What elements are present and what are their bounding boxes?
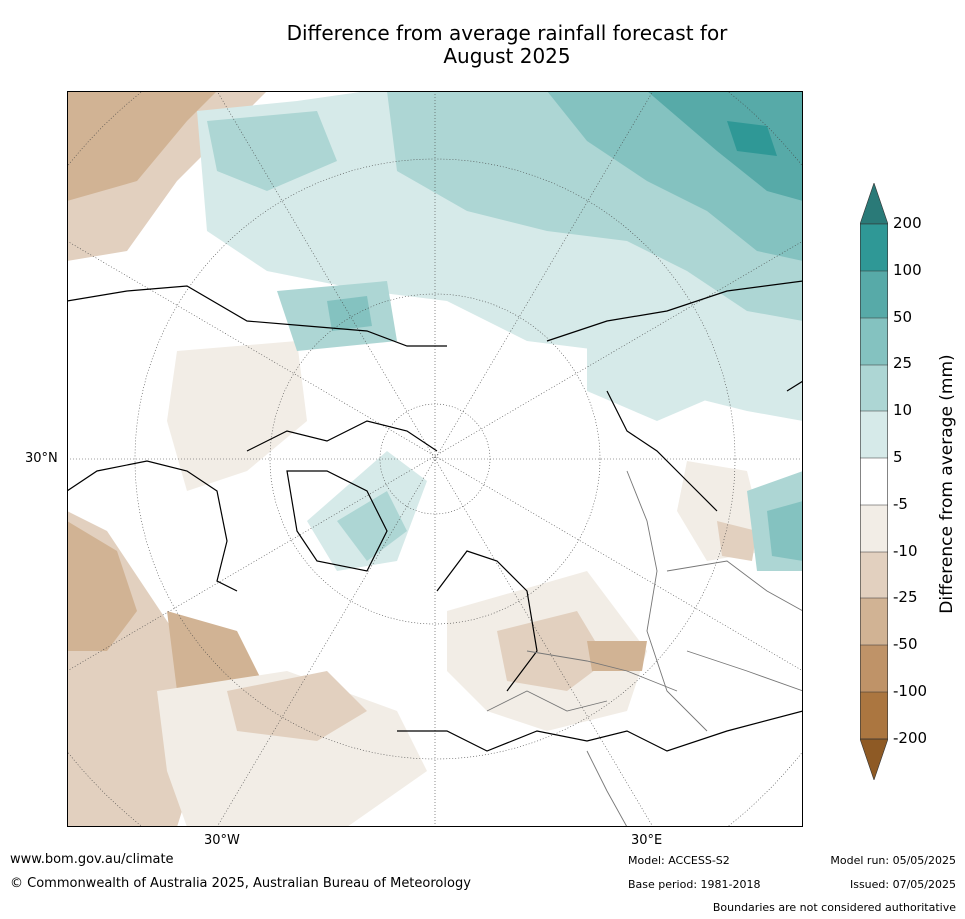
- colorbar-tick-label: -25: [893, 588, 918, 607]
- colorbar-bin: [860, 411, 888, 458]
- colorbar-bin: [860, 458, 888, 505]
- colorbar-tick-label: 10: [893, 401, 913, 420]
- colorbar-bin: [860, 365, 888, 411]
- colorbar-bin: [860, 505, 888, 552]
- colorbar-over-arrow: [860, 183, 888, 225]
- dry-anomaly-regions: [67, 91, 803, 827]
- colorbar-tick-label: 5: [893, 448, 903, 466]
- colorbar-tick-label: -200: [893, 728, 928, 747]
- lat-label-30n: 30°N: [25, 451, 58, 466]
- footer-base-period: Base period: 1981-2018: [628, 878, 761, 891]
- colorbar-bin: [860, 318, 888, 365]
- wet-anomaly-regions: [197, 91, 803, 571]
- colorbar-tick-label: 50: [893, 307, 913, 326]
- title-line-2: August 2025: [443, 44, 571, 68]
- footer-model-run: Model run: 05/05/2025: [830, 854, 956, 867]
- map-canvas: [67, 91, 803, 827]
- title-line-1: Difference from average rainfall forecas…: [286, 21, 728, 45]
- map-title: Difference from average rainfall forecas…: [0, 22, 965, 68]
- colorbar-bin: [860, 645, 888, 692]
- colorbar-bin: [860, 692, 888, 739]
- lon-label-30e: 30°E: [631, 833, 663, 848]
- coastlines: [67, 280, 803, 752]
- colorbar-bin: [860, 552, 888, 598]
- colorbar: [860, 183, 888, 780]
- colorbar-tick-label: 200: [893, 214, 922, 232]
- graticule: [67, 91, 803, 827]
- rainfall-anomaly-map: [67, 91, 803, 827]
- colorbar-tick-label: -50: [893, 635, 918, 654]
- colorbar-tick-label: -5: [893, 494, 908, 513]
- footer-copyright: © Commonwealth of Australia 2025, Austra…: [10, 876, 471, 891]
- colorbar-title: Difference from average (mm): [937, 354, 957, 614]
- colorbar-tick-label: -10: [893, 541, 918, 560]
- colorbar-bin: [860, 224, 888, 271]
- footer-url[interactable]: www.bom.gov.au/climate: [10, 852, 174, 867]
- country-borders: [486, 470, 803, 827]
- footer-issued: Issued: 07/05/2025: [849, 878, 956, 891]
- footer-disclaimer: Boundaries are not considered authoritat…: [712, 901, 956, 914]
- colorbar-tick-label: -100: [893, 682, 928, 700]
- lon-label-30w: 30°W: [204, 833, 240, 848]
- colorbar-under-arrow: [860, 738, 888, 780]
- colorbar-bin: [860, 271, 888, 318]
- colorbar-tick-label: 25: [893, 354, 913, 373]
- footer-model: Model: ACCESS-S2: [628, 854, 730, 867]
- colorbar-tick-label: 100: [893, 260, 922, 279]
- colorbar-bin: [860, 598, 888, 645]
- map-frame: [67, 91, 803, 827]
